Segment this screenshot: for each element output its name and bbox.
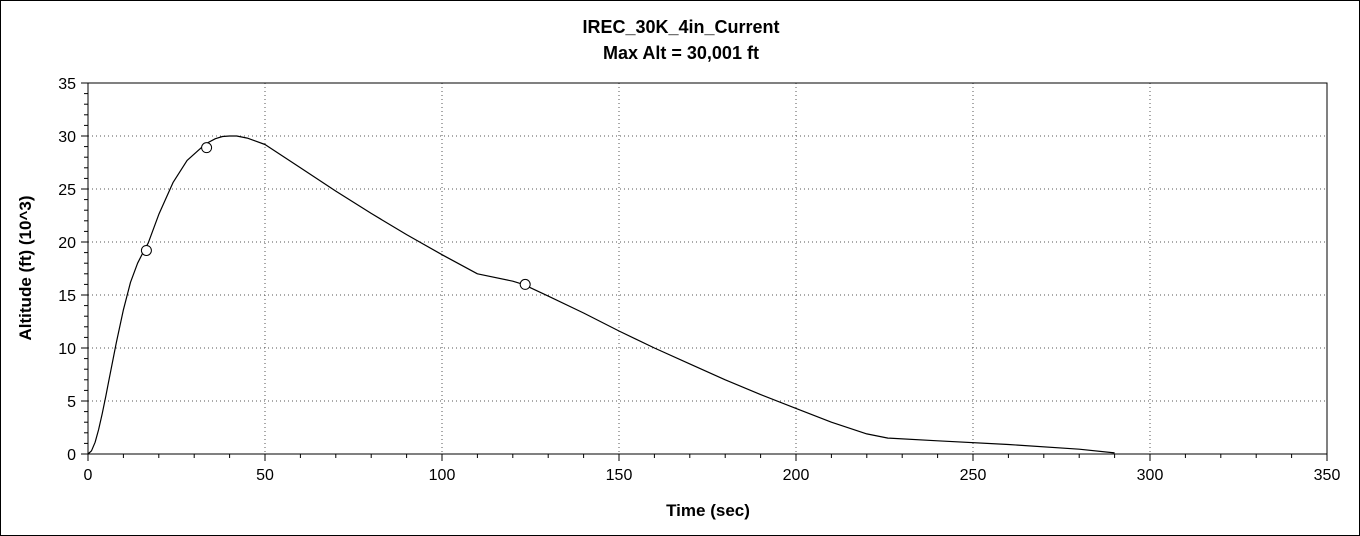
x-tick-label: 150 [606, 467, 633, 484]
x-tick-label: 300 [1137, 467, 1164, 484]
x-tick-label: 100 [429, 467, 456, 484]
y-tick-label: 25 [58, 182, 76, 199]
x-axis-label: Time (sec) [666, 501, 750, 520]
event-marker [519, 278, 531, 290]
y-tick-label: 20 [58, 235, 76, 252]
plot-area-border [87, 82, 1328, 455]
series-layer [87, 135, 1115, 455]
chart-title: IREC_30K_4in_Current [582, 17, 779, 37]
x-tick-label: 250 [960, 467, 987, 484]
x-tick-label: 200 [783, 467, 810, 484]
ticks: 0 50 100 150 200 250 300 350 0 5 10 15 20 25 30 35 [58, 76, 1340, 484]
altitude-series-line [87, 135, 1115, 455]
y-tick-label: 15 [58, 288, 76, 305]
y-tick-label: 5 [67, 394, 76, 411]
x-tick-label: 0 [84, 467, 93, 484]
x-tick-label: 350 [1314, 467, 1341, 484]
y-tick-label: 30 [58, 129, 76, 146]
y-tick-label: 10 [58, 341, 76, 358]
marker-layer [140, 142, 531, 290]
y-tick-label: 0 [67, 447, 76, 464]
grid [88, 83, 1327, 454]
x-tick-label: 50 [256, 467, 274, 484]
chart-subtitle: Max Alt = 30,001 ft [603, 43, 759, 63]
axes [87, 82, 1328, 455]
event-marker [201, 142, 213, 154]
y-tick-label: 35 [58, 76, 76, 93]
y-axis-label: Altitude (ft) (10^3) [16, 196, 35, 341]
event-marker [140, 244, 152, 256]
